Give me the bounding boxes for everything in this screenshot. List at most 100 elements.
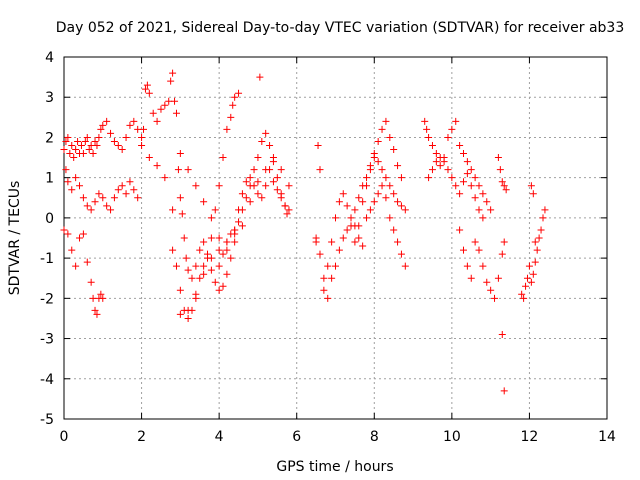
data-point <box>184 166 192 174</box>
data-point <box>72 146 80 154</box>
data-point <box>436 162 444 170</box>
data-point <box>169 246 177 254</box>
data-point <box>339 190 347 198</box>
x-tick-label: 12 <box>521 429 539 445</box>
data-point <box>79 150 87 158</box>
data-point <box>370 198 378 206</box>
data-point <box>386 182 394 190</box>
data-point <box>351 206 359 214</box>
data-point <box>332 262 339 270</box>
data-point <box>81 137 89 145</box>
data-point <box>64 230 72 238</box>
data-point <box>107 206 115 214</box>
data-point <box>211 206 219 214</box>
data-point <box>456 190 464 198</box>
data-point <box>87 206 95 214</box>
data-point <box>95 133 103 141</box>
data-point <box>494 274 502 282</box>
data-point <box>440 154 448 162</box>
data-point <box>452 182 460 190</box>
data-point <box>66 150 74 158</box>
data-point <box>432 150 440 158</box>
data-point <box>68 141 76 149</box>
data-point <box>320 274 328 282</box>
data-point <box>531 258 539 266</box>
data-point <box>141 85 149 93</box>
data-point <box>498 178 506 186</box>
data-point <box>99 121 107 129</box>
data-point <box>250 166 258 174</box>
data-point <box>126 121 134 129</box>
data-point <box>223 125 231 133</box>
data-point <box>258 137 266 145</box>
data-point <box>72 262 80 270</box>
data-point <box>390 146 398 154</box>
data-point <box>479 190 487 198</box>
data-point <box>93 141 101 149</box>
data-point <box>122 133 130 141</box>
data-point <box>281 202 289 210</box>
data-point <box>231 93 239 101</box>
data-point <box>174 166 182 174</box>
data-point <box>527 278 535 286</box>
data-point <box>498 331 506 339</box>
data-point <box>335 246 343 254</box>
data-point <box>459 178 467 186</box>
data-point <box>180 306 188 314</box>
data-point <box>471 174 479 182</box>
data-point <box>459 246 467 254</box>
data-point <box>223 246 231 254</box>
data-point <box>93 310 101 318</box>
data-point <box>401 262 409 270</box>
data-point <box>60 146 68 154</box>
data-point <box>425 133 433 141</box>
data-point <box>238 222 246 230</box>
data-point <box>347 214 355 222</box>
data-point <box>258 194 266 202</box>
data-point <box>500 238 508 246</box>
data-point <box>229 101 237 109</box>
data-point <box>107 129 115 137</box>
data-point <box>483 198 491 206</box>
data-point <box>359 242 367 250</box>
data-point <box>273 174 281 182</box>
data-point <box>122 190 130 198</box>
data-point <box>72 174 80 182</box>
grid-lines <box>64 57 607 419</box>
data-point <box>328 274 336 282</box>
x-tick-label: 6 <box>292 429 301 445</box>
y-tick-label: -1 <box>40 251 54 267</box>
data-point <box>83 258 91 266</box>
data-point <box>91 306 99 314</box>
data-point <box>246 182 254 190</box>
y-tick-label: -3 <box>40 332 54 348</box>
data-point <box>215 234 223 242</box>
data-point <box>207 266 215 274</box>
data-point <box>215 286 223 294</box>
data-point <box>103 117 111 125</box>
data-point <box>207 234 215 242</box>
data-point <box>143 81 151 89</box>
data-point <box>448 174 456 182</box>
data-point <box>171 97 179 105</box>
data-point <box>118 146 126 154</box>
data-point <box>238 206 246 214</box>
data-point <box>428 141 436 149</box>
data-point <box>527 182 535 190</box>
data-point <box>149 109 157 117</box>
data-point <box>269 158 277 166</box>
data-point <box>500 182 508 190</box>
data-point <box>428 166 436 174</box>
data-point <box>145 89 153 97</box>
data-point <box>423 125 431 133</box>
x-tick-label: 10 <box>443 429 461 445</box>
data-point <box>211 278 219 286</box>
data-point <box>343 202 351 210</box>
data-point <box>378 182 386 190</box>
data-point <box>397 174 405 182</box>
y-tick-label: 2 <box>45 130 54 146</box>
data-point <box>138 133 146 141</box>
data-point <box>64 178 72 186</box>
data-point <box>87 278 95 286</box>
